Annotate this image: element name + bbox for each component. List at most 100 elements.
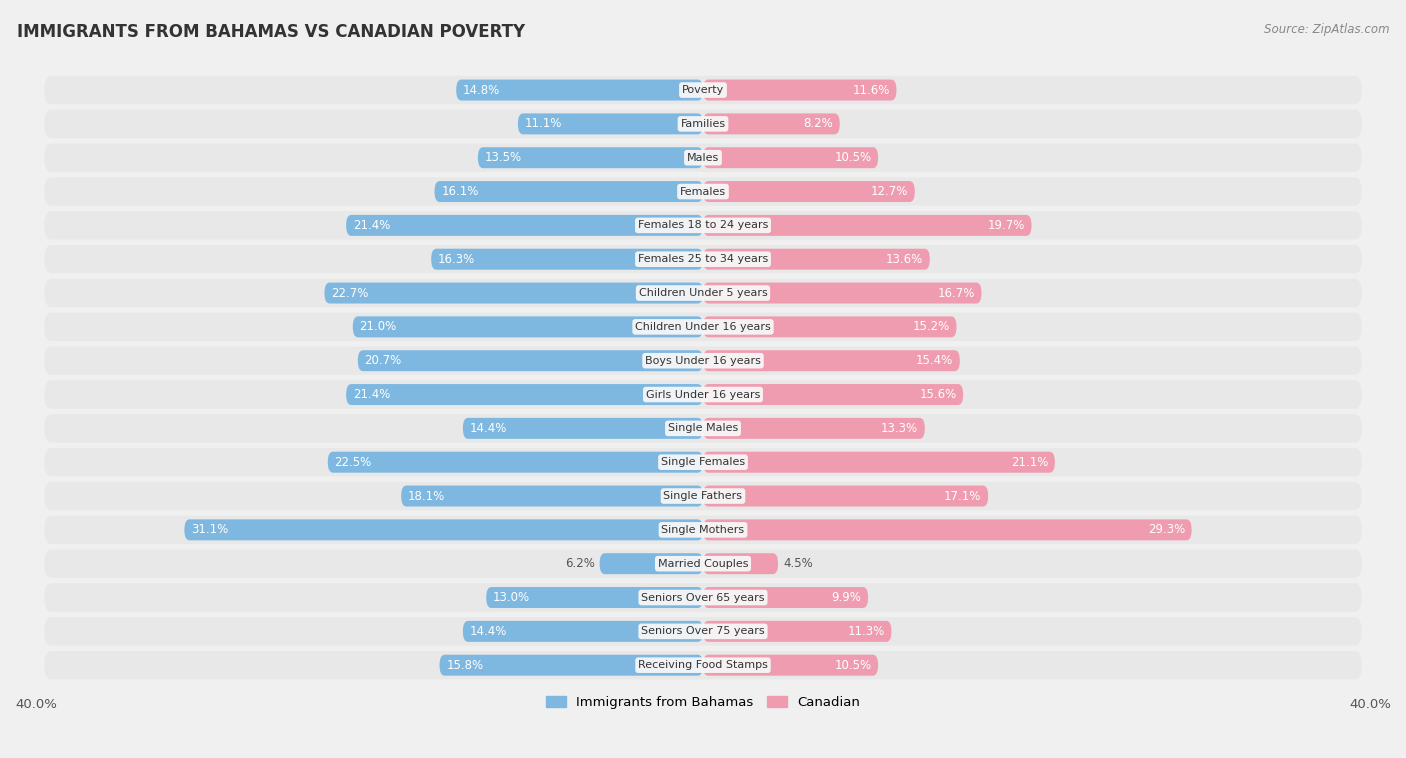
FancyBboxPatch shape [456,80,703,101]
FancyBboxPatch shape [44,177,1362,205]
FancyBboxPatch shape [703,587,868,608]
Text: 14.8%: 14.8% [463,83,501,96]
Text: Single Fathers: Single Fathers [664,491,742,501]
FancyBboxPatch shape [703,621,891,642]
Legend: Immigrants from Bahamas, Canadian: Immigrants from Bahamas, Canadian [541,691,865,715]
FancyBboxPatch shape [357,350,703,371]
Text: 18.1%: 18.1% [408,490,446,503]
FancyBboxPatch shape [325,283,703,303]
FancyBboxPatch shape [44,143,1362,172]
Text: 22.5%: 22.5% [335,456,371,468]
FancyBboxPatch shape [44,76,1362,104]
FancyBboxPatch shape [44,414,1362,443]
Text: 21.1%: 21.1% [1011,456,1049,468]
FancyBboxPatch shape [703,283,981,303]
FancyBboxPatch shape [703,80,897,101]
FancyBboxPatch shape [703,553,778,574]
Text: 16.7%: 16.7% [938,287,974,299]
FancyBboxPatch shape [44,245,1362,274]
FancyBboxPatch shape [44,279,1362,307]
FancyBboxPatch shape [703,114,839,134]
Text: 29.3%: 29.3% [1147,523,1185,537]
FancyBboxPatch shape [44,110,1362,138]
FancyBboxPatch shape [44,482,1362,510]
Text: 16.3%: 16.3% [437,252,475,266]
Text: Boys Under 16 years: Boys Under 16 years [645,356,761,365]
FancyBboxPatch shape [463,418,703,439]
Text: 13.5%: 13.5% [485,151,522,164]
FancyBboxPatch shape [703,316,956,337]
FancyBboxPatch shape [346,384,703,405]
FancyBboxPatch shape [703,452,1054,473]
Text: 6.2%: 6.2% [565,557,595,570]
Text: Girls Under 16 years: Girls Under 16 years [645,390,761,399]
Text: Single Mothers: Single Mothers [661,525,745,535]
FancyBboxPatch shape [463,621,703,642]
Text: 15.2%: 15.2% [912,321,950,334]
Text: Females 18 to 24 years: Females 18 to 24 years [638,221,768,230]
Text: Seniors Over 75 years: Seniors Over 75 years [641,626,765,637]
Text: Single Females: Single Females [661,457,745,467]
FancyBboxPatch shape [44,381,1362,409]
Text: 14.4%: 14.4% [470,625,508,637]
Text: Receiving Food Stamps: Receiving Food Stamps [638,660,768,670]
FancyBboxPatch shape [703,350,960,371]
FancyBboxPatch shape [703,486,988,506]
FancyBboxPatch shape [353,316,703,337]
FancyBboxPatch shape [432,249,703,270]
FancyBboxPatch shape [44,211,1362,240]
Text: 12.7%: 12.7% [870,185,908,198]
Text: 16.1%: 16.1% [441,185,478,198]
FancyBboxPatch shape [44,448,1362,476]
FancyBboxPatch shape [703,249,929,270]
FancyBboxPatch shape [44,617,1362,646]
Text: Poverty: Poverty [682,85,724,95]
Text: Females: Females [681,186,725,196]
Text: 11.6%: 11.6% [852,83,890,96]
Text: Males: Males [688,152,718,163]
FancyBboxPatch shape [44,550,1362,578]
Text: 10.5%: 10.5% [834,659,872,672]
FancyBboxPatch shape [703,215,1032,236]
FancyBboxPatch shape [486,587,703,608]
Text: 17.1%: 17.1% [943,490,981,503]
Text: 13.0%: 13.0% [494,591,530,604]
Text: Families: Families [681,119,725,129]
Text: 10.5%: 10.5% [834,151,872,164]
FancyBboxPatch shape [346,215,703,236]
FancyBboxPatch shape [184,519,703,540]
Text: 8.2%: 8.2% [803,117,834,130]
FancyBboxPatch shape [703,519,1192,540]
FancyBboxPatch shape [44,584,1362,612]
Text: Children Under 5 years: Children Under 5 years [638,288,768,298]
Text: 21.4%: 21.4% [353,219,391,232]
Text: Seniors Over 65 years: Seniors Over 65 years [641,593,765,603]
FancyBboxPatch shape [517,114,703,134]
Text: Married Couples: Married Couples [658,559,748,568]
Text: Children Under 16 years: Children Under 16 years [636,322,770,332]
Text: 15.8%: 15.8% [446,659,484,672]
Text: 21.4%: 21.4% [353,388,391,401]
FancyBboxPatch shape [703,147,879,168]
FancyBboxPatch shape [599,553,703,574]
Text: 14.4%: 14.4% [470,422,508,435]
FancyBboxPatch shape [44,346,1362,375]
FancyBboxPatch shape [440,655,703,675]
Text: 4.5%: 4.5% [783,557,813,570]
Text: 20.7%: 20.7% [364,354,402,367]
Text: Single Males: Single Males [668,424,738,434]
Text: 13.6%: 13.6% [886,252,924,266]
FancyBboxPatch shape [44,313,1362,341]
Text: 22.7%: 22.7% [330,287,368,299]
Text: 9.9%: 9.9% [831,591,862,604]
FancyBboxPatch shape [434,181,703,202]
FancyBboxPatch shape [703,181,915,202]
Text: 11.1%: 11.1% [524,117,562,130]
Text: Source: ZipAtlas.com: Source: ZipAtlas.com [1264,23,1389,36]
FancyBboxPatch shape [703,418,925,439]
FancyBboxPatch shape [703,655,879,675]
FancyBboxPatch shape [44,651,1362,679]
Text: 15.4%: 15.4% [915,354,953,367]
Text: Females 25 to 34 years: Females 25 to 34 years [638,254,768,265]
Text: IMMIGRANTS FROM BAHAMAS VS CANADIAN POVERTY: IMMIGRANTS FROM BAHAMAS VS CANADIAN POVE… [17,23,524,41]
